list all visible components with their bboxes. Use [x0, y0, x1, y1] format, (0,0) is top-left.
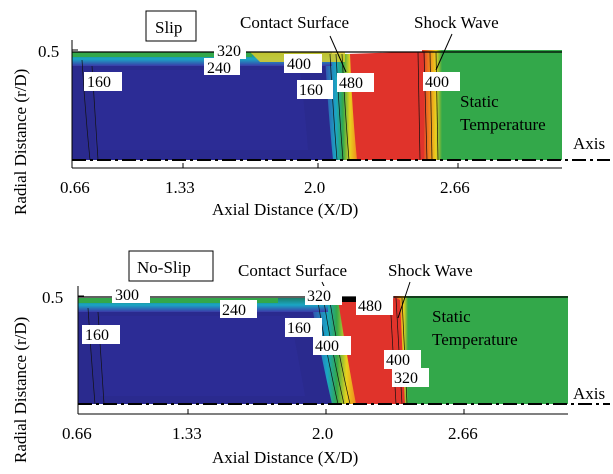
x-tick-label: 2.66 [440, 178, 470, 197]
contour-label: 320 [217, 43, 241, 60]
contour-label: 400 [315, 338, 339, 355]
x-tick-label: 0.66 [62, 424, 92, 443]
x-tick-label: 0.66 [60, 178, 90, 197]
contour-label: 320 [394, 370, 418, 387]
region-hot [335, 298, 405, 404]
axis-label: Axis [573, 134, 605, 153]
pointer-shock [397, 281, 411, 319]
y-tick-label: 0.5 [38, 42, 59, 61]
contour-label: 300 [115, 287, 139, 304]
contour-label: 160 [299, 82, 323, 99]
contour-label: 400 [425, 74, 449, 91]
boundary-layer-green [72, 52, 252, 57]
contour-label: 480 [358, 298, 382, 315]
axis-label: Axis [573, 384, 605, 403]
contour-label: 400 [386, 352, 410, 369]
annotation-static: Static [432, 307, 471, 326]
boundary-layer-green [78, 298, 278, 303]
panel-slip: Axis 0.66 1.33 2.0 2.66 0.5 Axial Distan… [11, 10, 610, 219]
contour-label: 320 [307, 288, 331, 305]
contour-label: 480 [339, 75, 363, 92]
x-tick-label: 1.33 [165, 178, 195, 197]
annotation-temperature: Temperature [432, 330, 518, 349]
annotation-shock-wave: Shock Wave [414, 13, 499, 32]
region-low-inner [95, 70, 308, 150]
panel-title-box [128, 250, 214, 282]
x-tick-label: 2.0 [304, 178, 325, 197]
annotation-static: Static [460, 92, 499, 111]
panel-no-slip: Axis 0.66 1.33 2.0 2.66 0.5 Axial Distan… [11, 250, 610, 467]
y-axis-title: Radial Distance (r/D) [11, 317, 30, 463]
x-tick-label: 2.0 [312, 424, 333, 443]
annotation-contact-surface: Contact Surface [238, 261, 347, 280]
pointer-contact [329, 35, 347, 73]
contour-label: 160 [287, 320, 311, 337]
contour-label: 160 [87, 74, 111, 91]
annotation-contact-surface: Contact Surface [240, 13, 349, 32]
contour-label: 160 [85, 327, 109, 344]
annotation-temperature: Temperature [460, 115, 546, 134]
panel-title: Slip [155, 18, 182, 37]
region-ambient [400, 296, 568, 404]
contour-lines [81, 51, 439, 161]
panel-title: No-Slip [137, 258, 191, 277]
x-tick-label: 1.33 [172, 424, 202, 443]
contour-label: 240 [207, 60, 231, 77]
x-axis-title: Axial Distance (X/D) [212, 200, 358, 219]
annotation-shock-wave: Shock Wave [388, 261, 473, 280]
region-hot [348, 52, 425, 160]
region-ambient [440, 50, 562, 160]
contour-label: 400 [287, 56, 311, 73]
contour-label: 240 [222, 302, 246, 319]
x-axis-title: Axial Distance (X/D) [212, 448, 358, 467]
y-axis-title: Radial Distance (r/D) [11, 69, 30, 215]
region-low-inner [100, 316, 305, 396]
x-tick-label: 2.66 [448, 424, 478, 443]
pointer-shock [435, 33, 453, 71]
y-tick-label: 0.5 [42, 288, 63, 307]
panel-title-box [145, 10, 197, 42]
